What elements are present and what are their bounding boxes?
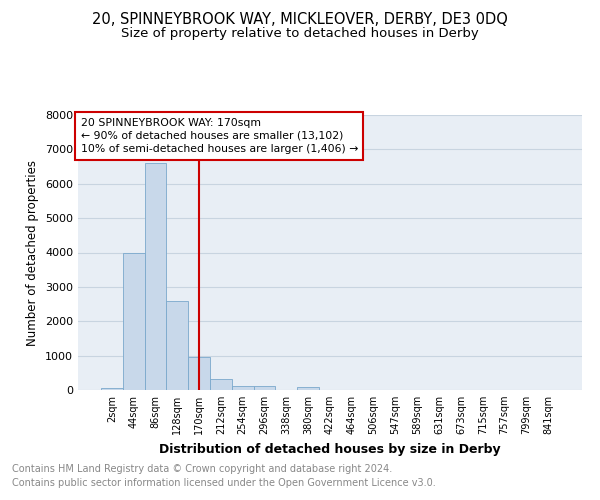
Bar	[101, 388, 123, 390]
Bar	[210, 378, 232, 390]
Bar	[166, 300, 188, 390]
Bar	[297, 386, 319, 390]
X-axis label: Distribution of detached houses by size in Derby: Distribution of detached houses by size …	[159, 442, 501, 456]
Bar	[254, 386, 275, 390]
Y-axis label: Number of detached properties: Number of detached properties	[26, 160, 40, 346]
Text: Size of property relative to detached houses in Derby: Size of property relative to detached ho…	[121, 28, 479, 40]
Text: 20 SPINNEYBROOK WAY: 170sqm
← 90% of detached houses are smaller (13,102)
10% of: 20 SPINNEYBROOK WAY: 170sqm ← 90% of det…	[80, 118, 358, 154]
Text: Contains HM Land Registry data © Crown copyright and database right 2024.
Contai: Contains HM Land Registry data © Crown c…	[12, 464, 436, 487]
Bar	[145, 163, 166, 390]
Bar	[188, 358, 210, 390]
Bar	[123, 252, 145, 390]
Text: 20, SPINNEYBROOK WAY, MICKLEOVER, DERBY, DE3 0DQ: 20, SPINNEYBROOK WAY, MICKLEOVER, DERBY,…	[92, 12, 508, 28]
Bar	[232, 386, 254, 390]
